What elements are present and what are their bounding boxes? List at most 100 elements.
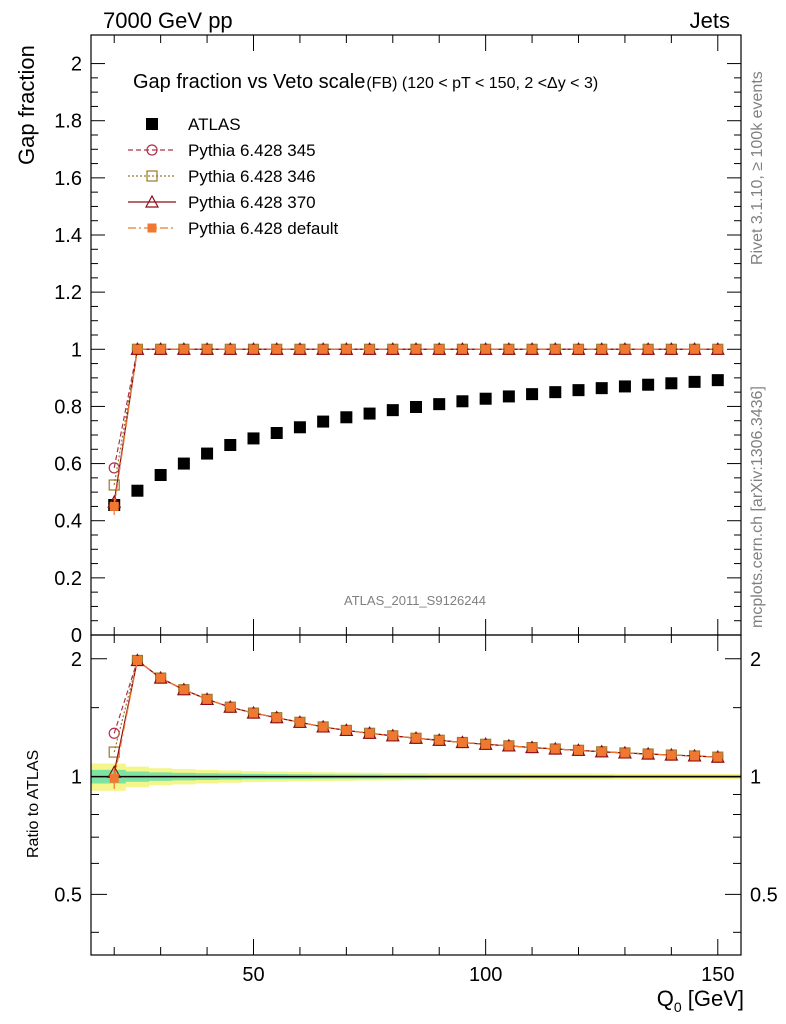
main-point-atlas — [642, 378, 655, 391]
ratio-point-pdefault — [713, 752, 723, 762]
ratio-point-pdefault — [295, 717, 305, 727]
ratio-point-pdefault — [411, 733, 421, 743]
legend-marker-p370 — [144, 194, 160, 208]
legend-marker-atlas — [146, 118, 158, 130]
x-tick-label: 150 — [701, 964, 734, 986]
main-series-line-pdefault — [113, 348, 718, 507]
reference-band-group — [91, 763, 741, 791]
ratio-point-pdefault — [597, 747, 607, 757]
main-point-pdefault — [179, 344, 189, 354]
main-y-tick-label: 1.2 — [54, 282, 82, 304]
ratio-plot-frame — [90, 634, 742, 956]
main-point-atlas — [433, 398, 446, 411]
main-point-atlas — [317, 415, 330, 428]
main-point-pdefault — [597, 344, 607, 354]
rivet-label: Rivet 3.1.10, ≥ 100k events — [749, 71, 766, 265]
main-point-pdefault — [690, 344, 700, 354]
main-point-atlas — [224, 439, 237, 451]
legend: ATLAS Pythia 6.428 345 Pythia 6.428 346 Pyt… — [128, 115, 339, 238]
ratio-point-pdefault — [388, 731, 398, 741]
analysis-watermark: ATLAS_2011_S9126244 — [344, 593, 486, 608]
main-y-tick-label: 0.6 — [54, 454, 82, 476]
axes-group — [91, 35, 741, 955]
ratio-point-pdefault — [620, 748, 630, 758]
main-point-pdefault — [643, 344, 653, 354]
main-point-pdefault — [388, 344, 398, 354]
main-point-pdefault — [620, 344, 630, 354]
main-point-pdefault — [132, 344, 142, 354]
x-tick-label: 50 — [242, 964, 264, 986]
ratio-point-pdefault — [156, 673, 166, 683]
main-point-pdefault — [666, 344, 676, 354]
ratio-point-pdefault — [643, 749, 653, 759]
main-point-atlas — [456, 395, 469, 408]
main-point-pdefault — [457, 344, 467, 354]
ratio-point-pdefault — [365, 728, 375, 738]
x-tick-label: 100 — [469, 964, 502, 986]
main-point-pdefault — [202, 344, 212, 354]
main-point-atlas — [549, 386, 562, 399]
main-y-tick-label: 1.4 — [54, 225, 82, 247]
main-y-tick-label: 0.8 — [54, 396, 82, 418]
main-point-atlas — [665, 377, 678, 390]
ratio-point-pdefault — [666, 750, 676, 760]
main-point-atlas — [618, 380, 631, 393]
main-series-line-p346 — [113, 348, 718, 486]
main-y-tick-label: 0.4 — [54, 511, 82, 533]
main-point-pdefault — [411, 344, 421, 354]
legend-label-atlas: ATLAS — [188, 115, 241, 134]
legend-marker-p346 — [146, 170, 158, 182]
ratio-point-pdefault — [202, 694, 212, 704]
ratio-point-pdefault — [249, 708, 258, 718]
main-point-atlas — [526, 388, 539, 401]
main-point-pdefault — [272, 344, 282, 354]
ratio-y-tick-label: 2 — [71, 649, 82, 671]
ratio-point-pdefault — [179, 685, 189, 695]
main-point-atlas — [247, 432, 260, 445]
ratio-point-p346 — [108, 746, 120, 758]
legend-label-p370: Pythia 6.428 370 — [188, 193, 316, 212]
chart-title: Gap fraction vs Veto scale(FB) (120 < pT… — [133, 71, 598, 93]
ratio-series-line-pdefault — [113, 659, 718, 779]
main-point-pdefault — [550, 344, 560, 354]
main-point-atlas — [386, 404, 399, 417]
ratio-point-pdefault — [109, 773, 119, 783]
main-point-atlas — [177, 457, 190, 470]
main-series-line-p370 — [113, 348, 718, 503]
ratio-y-tick-label: 0.5 — [54, 884, 82, 906]
ratio-point-pdefault — [341, 725, 351, 735]
main-point-pdefault — [574, 344, 583, 354]
legend-label-pdefault: Pythia 6.428 default — [188, 219, 339, 238]
main-point-atlas — [479, 392, 492, 405]
main-point-pdefault — [365, 344, 375, 354]
main-point-pdefault — [434, 344, 444, 354]
ratio-point-pdefault — [574, 745, 583, 755]
main-point-pdefault — [249, 344, 258, 354]
series-group — [107, 342, 725, 789]
main-point-pdefault — [713, 344, 723, 354]
main-point-atlas — [293, 421, 306, 434]
tick-labels-group: 0 0.2 0.4 0.6 0.8 1 1.2 1.4 1.6 1.8 2 50 100 150 0.5 0.… — [54, 54, 778, 986]
main-point-atlas — [410, 401, 422, 413]
legend-marker-pdefault — [147, 223, 157, 233]
main-y-tick-label: 1.6 — [54, 168, 82, 190]
main-point-atlas — [688, 375, 701, 388]
main-point-pdefault — [341, 344, 351, 354]
ratio-y-tick-label: 1 — [71, 767, 82, 789]
category-label: Jets — [690, 8, 730, 33]
main-point-pdefault — [504, 344, 514, 354]
main-point-pdefault — [527, 344, 537, 354]
ratio-point-pdefault — [457, 737, 467, 747]
ratio-point-p345 — [108, 727, 120, 739]
main-point-atlas — [154, 469, 167, 481]
legend-label-p346: Pythia 6.428 346 — [188, 167, 316, 186]
main-point-atlas — [340, 411, 353, 424]
mcplots-label: mcplots.cern.ch [arXiv:1306.3436] — [749, 386, 766, 628]
ratio-y-tick-label-right: 1 — [750, 767, 761, 789]
main-point-pdefault — [109, 501, 119, 511]
main-y-tick-label: 0 — [71, 625, 82, 647]
main-point-atlas — [572, 384, 585, 397]
ratio-point-pdefault — [527, 743, 537, 753]
ratio-point-pdefault — [690, 751, 700, 761]
